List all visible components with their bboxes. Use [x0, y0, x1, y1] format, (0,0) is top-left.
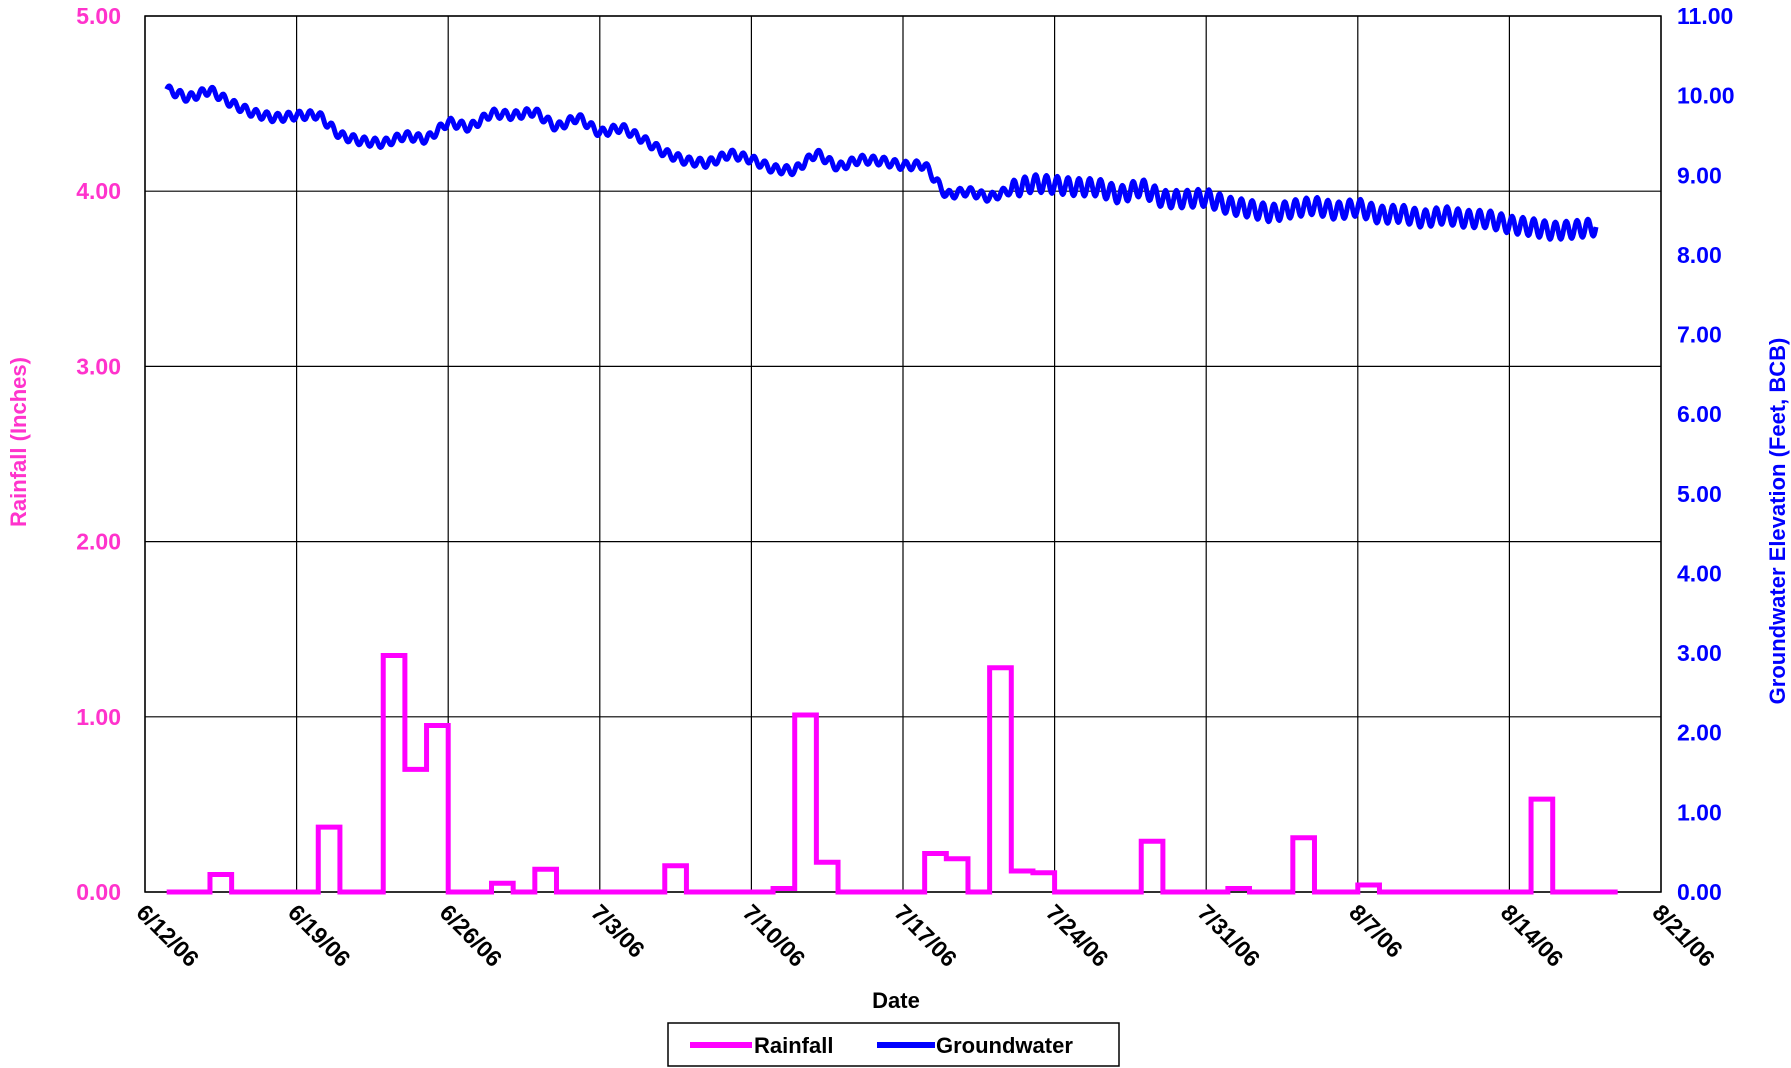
series-line-rainfall — [166, 652, 1618, 895]
x-tick-label: 7/24/06 — [1041, 899, 1114, 972]
gridlines — [144, 15, 1662, 893]
x-tick-label: 7/3/06 — [586, 899, 650, 963]
legend-label-groundwater: Groundwater — [936, 1033, 1073, 1058]
right-tick-label: 1.00 — [1677, 799, 1722, 825]
x-tick-label: 6/19/06 — [283, 899, 356, 972]
right-axis-title: Groundwater Elevation (Feet, BCB) — [1765, 338, 1790, 705]
left-tick-label: 2.00 — [76, 529, 121, 555]
x-tick-label: 8/21/06 — [1647, 899, 1720, 972]
left-tick-label: 0.00 — [76, 879, 121, 905]
left-tick-label: 4.00 — [76, 178, 121, 204]
left-axis-title: Rainfall (Inches) — [6, 357, 31, 527]
right-tick-label: 7.00 — [1677, 322, 1722, 348]
right-tick-label: 0.00 — [1677, 879, 1722, 905]
right-tick-label: 3.00 — [1677, 640, 1722, 666]
left-tick-label: 3.00 — [76, 353, 121, 379]
right-tick-label: 11.00 — [1677, 3, 1733, 29]
x-tick-label: 6/26/06 — [435, 899, 508, 972]
right-tick-label: 2.00 — [1677, 720, 1722, 746]
right-axis-ticks: 0.00 1.00 2.00 3.00 4.00 5.00 6.00 7.00 8.00 9.00… — [1677, 3, 1735, 905]
right-tick-label: 6.00 — [1677, 401, 1722, 427]
series-line-groundwater — [164, 83, 1599, 242]
right-tick-label: 10.00 — [1677, 83, 1735, 109]
series-layer — [164, 83, 1618, 895]
left-axis-ticks: 0.00 1.00 2.00 3.00 4.00 5.00 — [76, 3, 121, 905]
legend-label-rainfall: Rainfall — [754, 1033, 833, 1058]
left-tick-label: 5.00 — [76, 3, 121, 29]
right-tick-label: 4.00 — [1677, 560, 1722, 586]
x-axis-ticks: 6/12/06 6/19/06 6/26/06 7/3/06 7/10/06 7/17/0… — [131, 899, 1720, 972]
x-tick-label: 8/7/06 — [1344, 899, 1408, 963]
right-tick-label: 5.00 — [1677, 481, 1722, 507]
x-tick-label: 6/12/06 — [131, 899, 204, 972]
legend: Rainfall Groundwater — [667, 1022, 1120, 1067]
x-tick-label: 7/10/06 — [738, 899, 811, 972]
right-tick-label: 8.00 — [1677, 242, 1722, 268]
x-tick-label: 8/14/06 — [1496, 899, 1569, 972]
right-tick-label: 9.00 — [1677, 162, 1722, 188]
x-tick-label: 7/31/06 — [1193, 899, 1266, 972]
left-tick-label: 1.00 — [76, 704, 121, 730]
x-tick-label: 7/17/06 — [889, 899, 962, 972]
x-axis-title: Date — [872, 988, 920, 1013]
